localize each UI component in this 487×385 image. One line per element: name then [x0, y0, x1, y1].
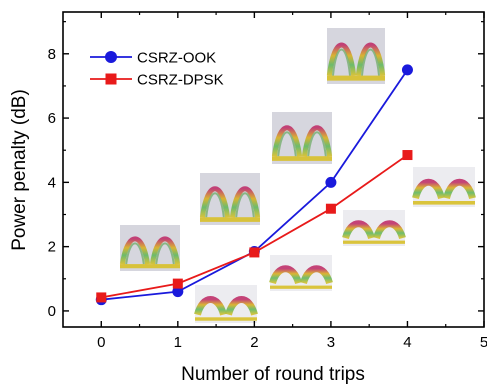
ook-data-point	[172, 286, 184, 298]
x-tick-label: 5	[480, 334, 487, 351]
x-tick-label: 4	[403, 334, 411, 351]
y-tick-label: 8	[48, 46, 56, 63]
y-tick-label: 4	[48, 174, 56, 191]
legend-marker	[105, 51, 117, 63]
eye-diagram-ook-3	[271, 112, 333, 164]
y-axis-label: Power penalty (dB)	[9, 89, 30, 251]
dpsk-data-point	[172, 278, 183, 289]
dpsk-data-point	[402, 150, 413, 161]
legend-label: CSRZ-DPSK	[137, 72, 224, 89]
eye-diagram-dpsk-1	[194, 285, 258, 323]
x-tick-label: 2	[250, 334, 258, 351]
y-tick-label: 2	[48, 239, 56, 256]
y-tick-label: 6	[48, 110, 56, 127]
ook-data-point	[325, 176, 337, 188]
dpsk-data-point	[96, 292, 107, 303]
dpsk-data-point	[325, 203, 336, 214]
eye-diagram-ook-0	[119, 225, 181, 271]
x-tick-label: 1	[174, 334, 182, 351]
legend-item-csrz-dpsk: CSRZ-DPSK	[90, 72, 224, 89]
legend-marker	[105, 73, 117, 85]
y-tick-label: 0	[48, 303, 56, 320]
legend-label: CSRZ-OOK	[137, 50, 216, 67]
eye-diagram-dpsk-2	[269, 255, 333, 291]
x-tick-label: 3	[327, 334, 335, 351]
dpsk-data-point	[249, 247, 260, 258]
legend-item-csrz-ook: CSRZ-OOK	[90, 50, 216, 67]
x-axis-label: Number of round trips	[181, 364, 365, 385]
eye-diagram-ook-2	[199, 173, 261, 225]
plot-frame	[62, 11, 485, 328]
eye-diagram-dpsk-3	[342, 210, 406, 246]
eye-diagram-ook-4	[326, 28, 386, 84]
ook-data-point	[401, 64, 413, 76]
x-tick-label: 0	[97, 334, 105, 351]
eye-diagram-dpsk-4	[412, 167, 476, 207]
